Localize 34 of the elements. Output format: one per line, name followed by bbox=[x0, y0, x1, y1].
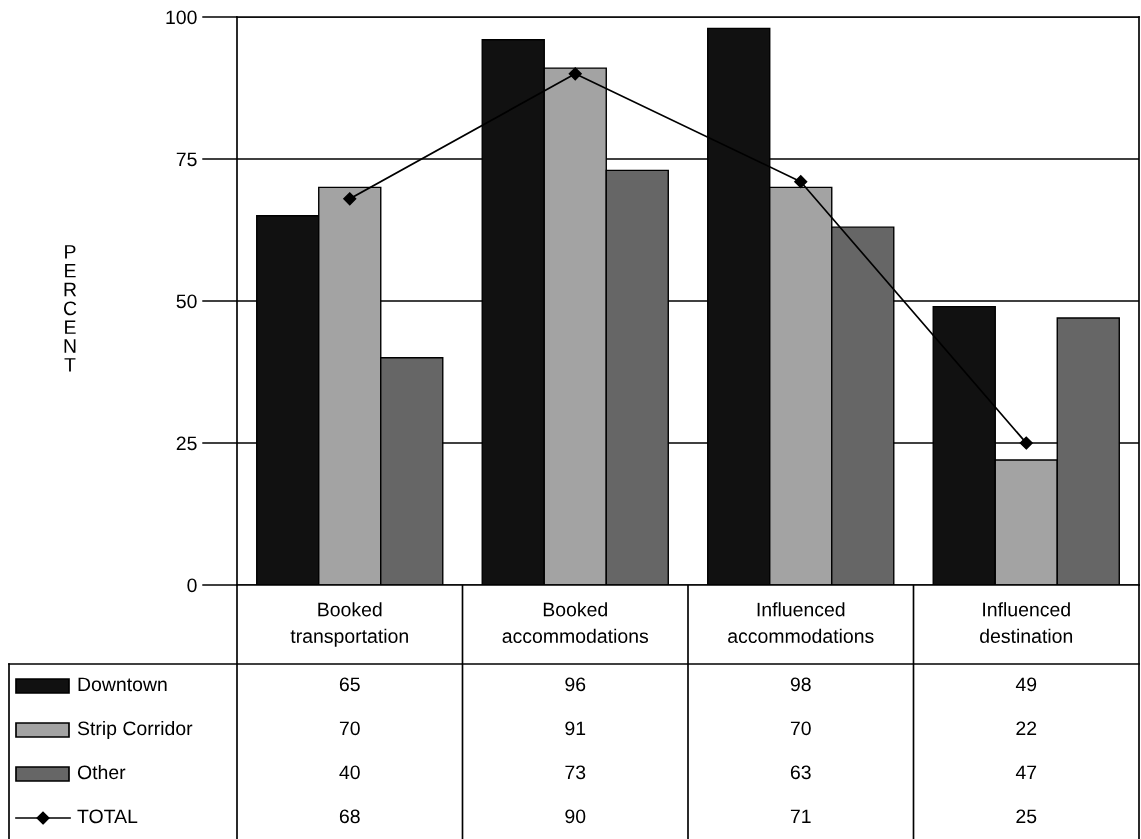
x-tick-label: Booked transportation bbox=[290, 602, 408, 647]
y-tick-label: 25 bbox=[176, 436, 197, 451]
x-tick-label: Influenced accommodations bbox=[728, 602, 874, 644]
data-label: 90 bbox=[565, 809, 586, 824]
data-label: 65 bbox=[339, 677, 360, 692]
data-label: 70 bbox=[339, 721, 360, 736]
y-tick-label: 50 bbox=[176, 294, 197, 309]
point bbox=[568, 67, 582, 81]
legend-label: Strip Corridor bbox=[77, 720, 193, 740]
data-label: 63 bbox=[790, 765, 811, 780]
data-label: 40 bbox=[339, 765, 360, 780]
data-label: 47 bbox=[1015, 765, 1037, 780]
y-tick-label: 75 bbox=[176, 152, 197, 167]
y-tick-label: 0 bbox=[187, 578, 197, 593]
data-label: 71 bbox=[790, 809, 811, 824]
legend-label: Downtown bbox=[78, 677, 167, 692]
data-label: 25 bbox=[1016, 809, 1037, 824]
data-label: 68 bbox=[339, 809, 360, 824]
data-label: 73 bbox=[565, 765, 586, 780]
y-axis-title: PERCENT bbox=[63, 245, 77, 372]
point bbox=[794, 175, 808, 189]
y-tick-label: 100 bbox=[166, 10, 197, 25]
data-label: 96 bbox=[565, 677, 586, 692]
data-label: 22 bbox=[1016, 721, 1037, 736]
x-tick-label: Booked accommodations bbox=[502, 602, 649, 644]
x-tick-label: Influenced destination bbox=[980, 602, 1073, 644]
data-label: 70 bbox=[790, 721, 811, 736]
point bbox=[1019, 436, 1033, 450]
data-label: 98 bbox=[790, 677, 811, 692]
legend-label: TOTAL bbox=[77, 809, 138, 824]
data-label: 49 bbox=[1015, 677, 1037, 692]
point bbox=[343, 192, 357, 206]
legend-label: Other bbox=[77, 764, 126, 780]
data-label: 91 bbox=[565, 721, 586, 736]
